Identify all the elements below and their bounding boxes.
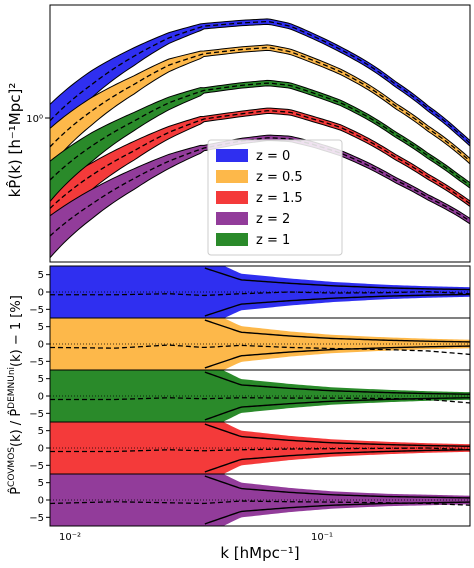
legend-swatch-4: [216, 233, 248, 246]
ratio-lower-error-2: [204, 397, 470, 421]
legend-label-3: z = 2: [256, 212, 290, 227]
legend-swatch-1: [216, 170, 248, 183]
top-mean-line-2: [50, 110, 470, 209]
x-tick-label-0: 10⁻²: [59, 532, 81, 543]
ratio-panel-1: 5 0 −5: [29, 317, 471, 371]
legend-swatch-0: [216, 149, 248, 162]
ratio-mean-line-2: [50, 397, 470, 404]
legend-swatch-3: [216, 212, 248, 225]
ratio-upper-error-3: [204, 423, 470, 447]
top-band-3: [50, 134, 470, 259]
ratio-y-tick-label: 0: [38, 444, 44, 455]
ratio-panel-2: 5 0 −5: [29, 369, 471, 423]
ratio-ylab-part-1: COVMOS: [7, 447, 17, 487]
ratio-ylab-part-4: (k) − 1 [%]: [9, 295, 24, 367]
top-panel: [50, 18, 470, 259]
x-axis-ticks: 10⁻² 10⁻¹: [59, 532, 333, 543]
ratio-ylab-part-0: P̂: [9, 487, 24, 495]
ratio-panel-4: 5 0 −5: [29, 473, 471, 527]
ratio-y-tick-label: 0: [38, 392, 44, 403]
ratio-lower-error-4: [204, 501, 470, 525]
ratio-lower-error-3: [204, 449, 470, 473]
legend-label-4: z = 1: [256, 233, 290, 248]
ratio-mean-line-1: [50, 344, 470, 356]
ratio-y-tick-label: −5: [29, 513, 44, 524]
ratio-ylab-part-2: (k) / P̂: [9, 409, 24, 447]
legend: z = 0 z = 0.5 z = 1.5 z = 2 z = 1: [207, 139, 343, 256]
legend-swatch-2: [216, 191, 248, 204]
ratio-panels: 5 0 −5 5 0 −5 5 0 −5 5 0 −5 5 0 −5: [29, 265, 471, 527]
legend-frame: [207, 139, 343, 256]
top-mean-line-1: [50, 46, 470, 162]
ratio-ylab-part-3: DEMNUni: [7, 367, 17, 409]
top-y-axis-label: kP̂(k) [h⁻¹Mpc]²: [5, 83, 24, 198]
ratio-lower-error-1: [204, 345, 470, 369]
top-y-ticks: 10⁰: [26, 114, 50, 125]
ratio-mean-line-0: [50, 291, 470, 297]
top-band-0: [50, 18, 470, 147]
ratio-y-tick-label: −5: [29, 409, 44, 420]
ratio-upper-error-0: [204, 267, 470, 291]
ratio-y-tick-label: 0: [38, 288, 44, 299]
ratio-mean-line-4: [50, 500, 470, 506]
ratio-panel-0: 5 0 −5: [29, 265, 471, 319]
x-tick-label-1: 10⁻¹: [311, 532, 333, 543]
legend-label-0: z = 0: [256, 149, 290, 164]
top-mean-line-4: [50, 82, 470, 186]
ratio-upper-error-1: [204, 319, 470, 343]
ratio-y-tick-label: −5: [29, 461, 44, 472]
ratio-y-axis-label: P̂COVMOS(k) / P̂DEMNUni(k) − 1 [%]: [7, 295, 24, 495]
ratio-panel-3: 5 0 −5: [29, 421, 471, 475]
ratio-y-tick-label: 5: [38, 322, 44, 333]
ratio-y-tick-label: 0: [38, 496, 44, 507]
top-band-1: [50, 44, 470, 168]
ratio-lower-error-0: [204, 293, 470, 317]
ratio-y-tick-label: −5: [29, 305, 44, 316]
ratio-y-tick-label: 5: [38, 270, 44, 281]
ratio-y-tick-label: −5: [29, 357, 44, 368]
legend-label-2: z = 1.5: [256, 191, 303, 206]
ratio-y-tick-label: 5: [38, 478, 44, 489]
legend-label-1: z = 0.5: [256, 170, 303, 185]
top-mean-line-3: [50, 137, 470, 237]
x-axis-label: k [hMpc⁻¹]: [220, 544, 299, 562]
ratio-mean-line-3: [50, 447, 470, 453]
top-panel-frame: [49, 4, 471, 263]
ratio-upper-error-4: [204, 475, 470, 499]
top-mean-line-0: [50, 20, 470, 144]
ratio-y-tick-label: 5: [38, 374, 44, 385]
top-y-tick-label: 10⁰: [26, 114, 43, 125]
ratio-upper-error-2: [204, 371, 470, 395]
ratio-y-tick-label: 0: [38, 340, 44, 351]
ratio-y-tick-label: 5: [38, 426, 44, 437]
top-band-4: [50, 79, 470, 203]
